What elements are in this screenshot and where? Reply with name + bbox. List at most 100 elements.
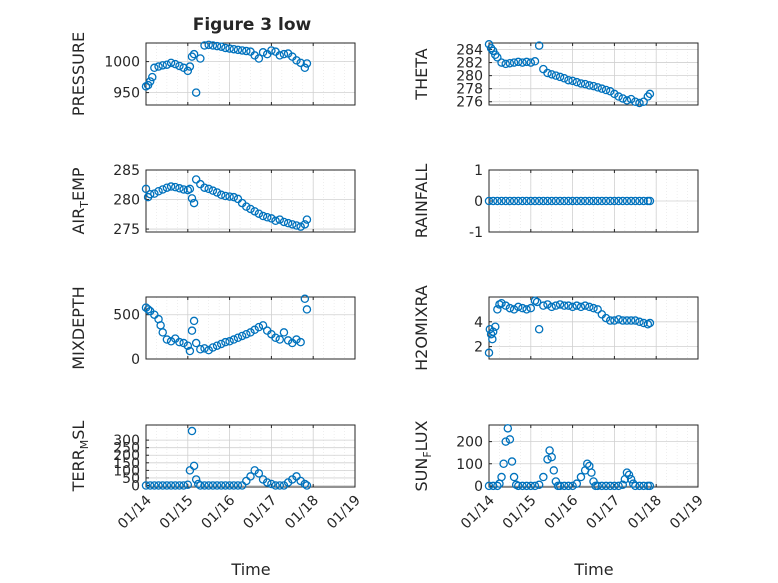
data-point <box>196 345 205 354</box>
data-point <box>593 83 602 92</box>
data-point <box>564 196 573 206</box>
data-point <box>292 56 301 65</box>
data-point <box>497 298 506 308</box>
data-point <box>597 196 607 206</box>
data-point <box>526 58 536 67</box>
data-point <box>212 341 222 350</box>
data-point <box>526 196 536 206</box>
data-point <box>158 328 167 337</box>
data-point <box>576 472 586 482</box>
data-point <box>484 481 494 491</box>
x-tick-label: 01/16 <box>199 492 239 532</box>
y-tick-label: 200 <box>113 448 140 464</box>
data-point <box>216 190 226 200</box>
data-point <box>601 313 611 323</box>
y-tick-label: 282 <box>456 56 483 72</box>
y-tick-label: 950 <box>113 86 140 102</box>
data-point <box>618 480 628 490</box>
data-point <box>493 196 502 206</box>
data-point <box>568 76 577 86</box>
data-point <box>605 196 615 206</box>
y-axis-label-terr-msl: TERRMSL <box>69 421 91 493</box>
data-point <box>145 481 155 490</box>
data-point <box>196 54 205 63</box>
data-point <box>189 198 199 208</box>
data-point <box>484 348 494 358</box>
data-point <box>212 41 222 51</box>
data-point <box>597 84 607 93</box>
data-point <box>539 301 548 310</box>
data-point <box>610 316 619 325</box>
data-point <box>296 222 305 231</box>
data-point <box>302 305 312 314</box>
data-point <box>275 335 285 344</box>
data-point <box>262 212 272 222</box>
data-point <box>225 44 234 53</box>
data-point <box>622 468 632 477</box>
data-point <box>626 474 636 484</box>
data-point <box>185 184 195 194</box>
data-point <box>271 333 280 342</box>
data-point <box>187 326 197 335</box>
data-point <box>501 59 510 69</box>
data-point <box>518 58 527 67</box>
data-point <box>522 57 531 67</box>
data-point <box>618 196 628 206</box>
data-point <box>555 72 565 82</box>
data-point <box>543 300 552 309</box>
data-point <box>258 48 268 57</box>
plot-frame <box>145 424 356 488</box>
y-axis-label-rainfall: RAINFALL <box>412 164 431 239</box>
data-point <box>547 196 556 206</box>
data-point <box>491 50 500 59</box>
data-point <box>624 470 634 480</box>
data-point <box>631 97 640 106</box>
subplot-pressure: 950 1000 PRESSURE <box>69 32 356 116</box>
data-point <box>534 41 544 50</box>
data-point <box>635 196 644 206</box>
data-point <box>551 301 561 310</box>
x-tick-label: 01/19 <box>324 493 364 533</box>
data-point <box>200 344 209 353</box>
y-tick-label: 280 <box>456 69 483 85</box>
subplot-rainfall: -1 0 1 RAINFALL <box>412 163 699 241</box>
y-tick-label: 300 <box>113 433 140 449</box>
data-point <box>187 426 197 436</box>
data-point <box>300 294 310 304</box>
data-point <box>576 196 586 206</box>
data-point <box>283 336 293 345</box>
data-point <box>643 92 653 101</box>
data-point <box>601 85 611 95</box>
data-point <box>605 481 615 491</box>
data-point <box>585 81 594 90</box>
data-point <box>158 481 167 490</box>
y-tick-label: 284 <box>456 43 483 59</box>
data-point <box>271 481 280 490</box>
data-point <box>514 57 523 67</box>
data-point <box>175 61 184 71</box>
data-point <box>288 220 297 229</box>
data-point <box>488 334 497 344</box>
y-tick-label: 280 <box>113 193 140 209</box>
data-point <box>493 53 502 62</box>
data-point <box>292 472 301 481</box>
data-point <box>564 75 573 85</box>
data-point <box>158 61 167 70</box>
subplot-h2omixra: 2 4 H2OMIXRA <box>412 285 699 371</box>
data-point <box>543 455 552 464</box>
data-point <box>150 189 159 198</box>
data-point <box>237 331 247 341</box>
data-point <box>229 335 239 344</box>
data-point <box>486 329 496 339</box>
data-point <box>555 196 565 206</box>
data-point <box>158 185 167 194</box>
data-point <box>555 481 565 491</box>
data-point <box>246 472 255 481</box>
y-tick-label: 50 <box>122 471 140 487</box>
data-point <box>543 196 552 206</box>
data-point <box>559 196 569 206</box>
data-point <box>580 196 590 206</box>
data-point <box>145 77 155 86</box>
data-point <box>522 196 531 206</box>
